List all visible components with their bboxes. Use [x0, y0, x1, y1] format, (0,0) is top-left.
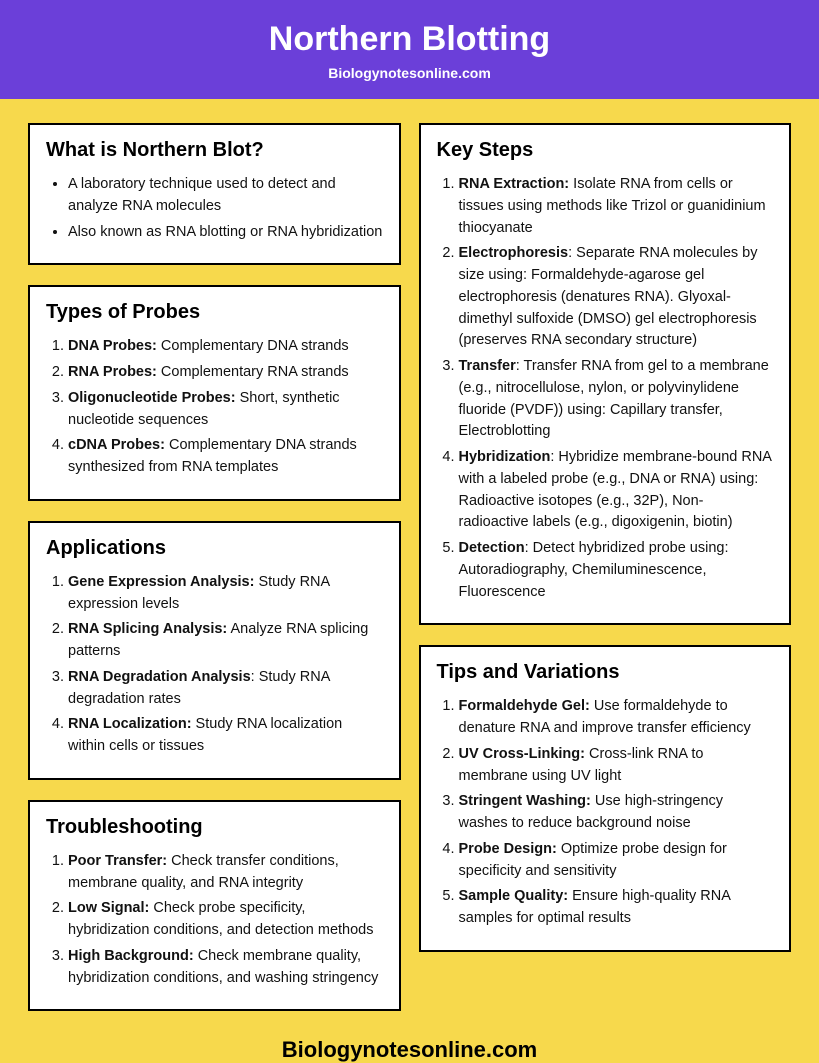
list-item: RNA Probes: Complementary RNA strands [68, 362, 383, 384]
section-title: What is Northern Blot? [46, 139, 383, 162]
list-item: UV Cross-Linking: Cross-link RNA to memb… [459, 744, 774, 788]
section-title: Types of Probes [46, 301, 383, 324]
list-item: Transfer: Transfer RNA from gel to a mem… [459, 356, 774, 443]
item-bold: RNA Probes: [68, 364, 157, 380]
section-title: Tips and Variations [437, 661, 774, 684]
card-key-steps: Key Steps RNA Extraction: Isolate RNA fro… [419, 123, 792, 625]
item-bold: Stringent Washing: [459, 793, 591, 809]
item-bold: Electrophoresis [459, 245, 569, 261]
item-bold: DNA Probes: [68, 338, 157, 354]
section-title: Troubleshooting [46, 816, 383, 839]
item-bold: Gene Expression Analysis: [68, 574, 254, 590]
item-bold: RNA Extraction: [459, 176, 570, 192]
list-item: Also known as RNA blotting or RNA hybrid… [68, 222, 383, 244]
left-column: What is Northern Blot? A laboratory techn… [28, 123, 401, 1011]
list-item: cDNA Probes: Complementary DNA strands s… [68, 435, 383, 479]
section-title: Key Steps [437, 139, 774, 162]
footer-text: Biologynotesonline.com [0, 1019, 819, 1063]
item-bold: Oligonucleotide Probes: [68, 390, 236, 406]
item-bold: cDNA Probes: [68, 437, 165, 453]
list-item: Sample Quality: Ensure high-quality RNA … [459, 886, 774, 930]
item-bold: RNA Localization: [68, 716, 192, 732]
list-item: Formaldehyde Gel: Use formaldehyde to de… [459, 696, 774, 740]
item-bold: Sample Quality: [459, 888, 569, 904]
item-bold: High Background: [68, 948, 194, 964]
page-subtitle: Biologynotesonline.com [0, 65, 819, 81]
section-list: Gene Expression Analysis: Study RNA expr… [46, 572, 383, 758]
item-bold: Poor Transfer: [68, 853, 167, 869]
list-item: A laboratory technique used to detect an… [68, 174, 383, 218]
card-tips: Tips and Variations Formaldehyde Gel: Use… [419, 645, 792, 952]
item-bold: Low Signal: [68, 900, 149, 916]
list-item: DNA Probes: Complementary DNA strands [68, 336, 383, 358]
content-area: What is Northern Blot? A laboratory techn… [0, 99, 819, 1019]
list-item: RNA Extraction: Isolate RNA from cells o… [459, 174, 774, 239]
item-bold: Hybridization [459, 449, 551, 465]
section-list: RNA Extraction: Isolate RNA from cells o… [437, 174, 774, 603]
list-item: Hybridization: Hybridize membrane-bound … [459, 447, 774, 534]
list-item: RNA Splicing Analysis: Analyze RNA splic… [68, 619, 383, 663]
section-title: Applications [46, 537, 383, 560]
item-text: A laboratory technique used to detect an… [68, 176, 336, 214]
section-list: A laboratory technique used to detect an… [46, 174, 383, 243]
list-item: Low Signal: Check probe specificity, hyb… [68, 898, 383, 942]
section-list: DNA Probes: Complementary DNA strandsRNA… [46, 336, 383, 479]
list-item: RNA Localization: Study RNA localization… [68, 714, 383, 758]
list-item: High Background: Check membrane quality,… [68, 946, 383, 990]
card-applications: Applications Gene Expression Analysis: St… [28, 521, 401, 780]
page-title: Northern Blotting [0, 20, 819, 59]
section-list: Formaldehyde Gel: Use formaldehyde to de… [437, 696, 774, 930]
list-item: Probe Design: Optimize probe design for … [459, 839, 774, 883]
item-bold: UV Cross-Linking: [459, 746, 585, 762]
item-text: Also known as RNA blotting or RNA hybrid… [68, 224, 382, 240]
item-bold: RNA Degradation Analysis [68, 669, 251, 685]
list-item: Poor Transfer: Check transfer conditions… [68, 851, 383, 895]
card-probes: Types of Probes DNA Probes: Complementary… [28, 285, 401, 501]
item-bold: RNA Splicing Analysis: [68, 621, 227, 637]
item-bold: Formaldehyde Gel: [459, 698, 590, 714]
list-item: RNA Degradation Analysis: Study RNA degr… [68, 667, 383, 711]
list-item: Detection: Detect hybridized probe using… [459, 538, 774, 603]
item-bold: Transfer [459, 358, 516, 374]
card-troubleshooting: Troubleshooting Poor Transfer: Check tran… [28, 800, 401, 1012]
item-bold: Detection [459, 540, 525, 556]
list-item: Electrophoresis: Separate RNA molecules … [459, 243, 774, 352]
list-item: Stringent Washing: Use high-stringency w… [459, 791, 774, 835]
list-item: Oligonucleotide Probes: Short, synthetic… [68, 388, 383, 432]
item-bold: Probe Design: [459, 841, 557, 857]
header: Northern Blotting Biologynotesonline.com [0, 0, 819, 99]
card-what-is: What is Northern Blot? A laboratory techn… [28, 123, 401, 265]
list-item: Gene Expression Analysis: Study RNA expr… [68, 572, 383, 616]
item-text: Complementary DNA strands [157, 338, 349, 354]
item-text: Complementary RNA strands [157, 364, 349, 380]
right-column: Key Steps RNA Extraction: Isolate RNA fro… [419, 123, 792, 1011]
section-list: Poor Transfer: Check transfer conditions… [46, 851, 383, 990]
